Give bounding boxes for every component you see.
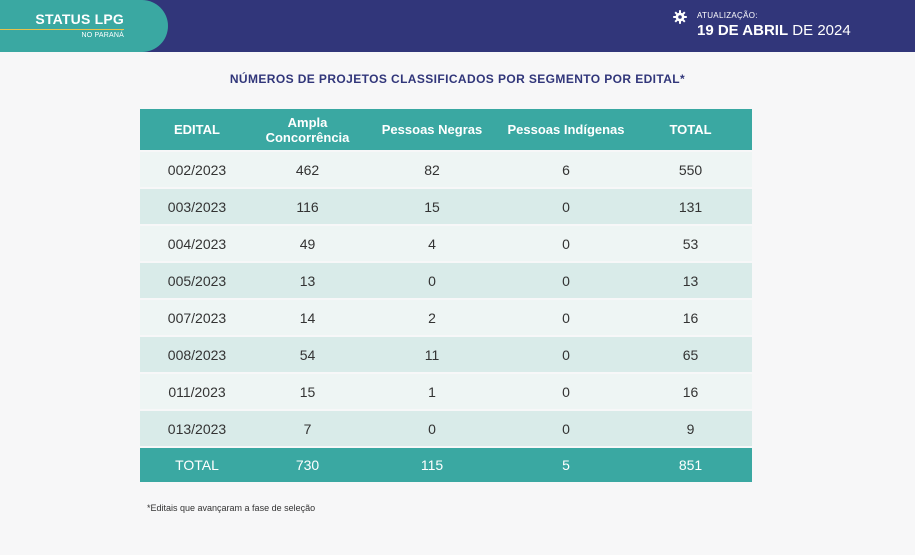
table-row: 011/2023 15 1 0 16 xyxy=(140,374,752,409)
cell-indigenas: 0 xyxy=(503,337,629,372)
cell-edital: 013/2023 xyxy=(140,411,254,446)
update-date-day-month: 19 DE ABRIL xyxy=(697,22,789,39)
header-ampla-concorrencia: Ampla Concorrência xyxy=(254,109,361,150)
brand-divider xyxy=(0,29,124,30)
gear-icon xyxy=(673,10,687,24)
cell-ampla: 14 xyxy=(254,300,361,335)
cell-total: 550 xyxy=(629,152,752,187)
cell-edital: 008/2023 xyxy=(140,337,254,372)
cell-edital: 005/2023 xyxy=(140,263,254,298)
update-label: ATUALIZAÇÃO: xyxy=(697,11,758,20)
cell-ampla: 49 xyxy=(254,226,361,261)
update-date-year: DE 2024 xyxy=(788,22,851,39)
brand-title: STATUS LPG xyxy=(35,11,124,27)
cell-ampla: 13 xyxy=(254,263,361,298)
cell-total: 9 xyxy=(629,411,752,446)
footnote: *Editais que avançaram a fase de seleção xyxy=(147,503,316,513)
cell-total: 53 xyxy=(629,226,752,261)
brand-subtitle: NO PARANÁ xyxy=(81,32,124,39)
header-pessoas-indigenas: Pessoas Indígenas xyxy=(503,109,629,150)
cell-indigenas: 0 xyxy=(503,263,629,298)
update-date: 19 DE ABRIL DE 2024 xyxy=(697,22,851,39)
table-header-row: EDITAL Ampla Concorrência Pessoas Negras … xyxy=(140,109,752,150)
totals-row: TOTAL 730 115 5 851 xyxy=(140,448,752,482)
header-ampla-line2: Concorrência xyxy=(265,129,350,145)
cell-edital: 007/2023 xyxy=(140,300,254,335)
table-row: 007/2023 14 2 0 16 xyxy=(140,300,752,335)
cell-indigenas: 0 xyxy=(503,226,629,261)
cell-indigenas: 0 xyxy=(503,300,629,335)
cell-edital: 002/2023 xyxy=(140,152,254,187)
cell-negras: 11 xyxy=(361,337,503,372)
cell-negras: 0 xyxy=(361,263,503,298)
totals-indigenas: 5 xyxy=(503,448,629,482)
cell-negras: 15 xyxy=(361,189,503,224)
table-row: 003/2023 116 15 0 131 xyxy=(140,189,752,224)
cell-ampla: 54 xyxy=(254,337,361,372)
table-row: 013/2023 7 0 0 9 xyxy=(140,411,752,446)
cell-total: 16 xyxy=(629,374,752,409)
cell-total: 131 xyxy=(629,189,752,224)
table-row: 008/2023 54 11 0 65 xyxy=(140,337,752,372)
cell-negras: 4 xyxy=(361,226,503,261)
cell-negras: 0 xyxy=(361,411,503,446)
cell-negras: 1 xyxy=(361,374,503,409)
header-ampla-line1: Ampla xyxy=(287,114,328,130)
cell-edital: 011/2023 xyxy=(140,374,254,409)
cell-ampla: 462 xyxy=(254,152,361,187)
brand-badge: STATUS LPG NO PARANÁ xyxy=(0,0,168,52)
header-pessoas-negras: Pessoas Negras xyxy=(361,109,503,150)
page-title: NÚMEROS DE PROJETOS CLASSIFICADOS POR SE… xyxy=(229,72,686,86)
cell-total: 13 xyxy=(629,263,752,298)
table-row: 005/2023 13 0 0 13 xyxy=(140,263,752,298)
cell-edital: 004/2023 xyxy=(140,226,254,261)
cell-indigenas: 0 xyxy=(503,189,629,224)
totals-total: 851 xyxy=(629,448,752,482)
cell-ampla: 116 xyxy=(254,189,361,224)
header-edital: EDITAL xyxy=(140,109,254,150)
cell-ampla: 7 xyxy=(254,411,361,446)
cell-negras: 2 xyxy=(361,300,503,335)
cell-indigenas: 6 xyxy=(503,152,629,187)
cell-indigenas: 0 xyxy=(503,374,629,409)
cell-total: 16 xyxy=(629,300,752,335)
cell-total: 65 xyxy=(629,337,752,372)
update-info: ATUALIZAÇÃO: 19 DE ABRIL DE 2024 xyxy=(673,9,893,43)
table-row: 004/2023 49 4 0 53 xyxy=(140,226,752,261)
totals-negras: 115 xyxy=(361,448,503,482)
header-total: TOTAL xyxy=(629,109,752,150)
table-row: 002/2023 462 82 6 550 xyxy=(140,152,752,187)
cell-ampla: 15 xyxy=(254,374,361,409)
totals-label: TOTAL xyxy=(140,448,254,482)
header-bar: STATUS LPG NO PARANÁ ATUALIZAÇÃO: 19 DE … xyxy=(0,0,915,52)
projects-table: EDITAL Ampla Concorrência Pessoas Negras … xyxy=(140,107,752,484)
cell-indigenas: 0 xyxy=(503,411,629,446)
totals-ampla: 730 xyxy=(254,448,361,482)
cell-edital: 003/2023 xyxy=(140,189,254,224)
cell-negras: 82 xyxy=(361,152,503,187)
